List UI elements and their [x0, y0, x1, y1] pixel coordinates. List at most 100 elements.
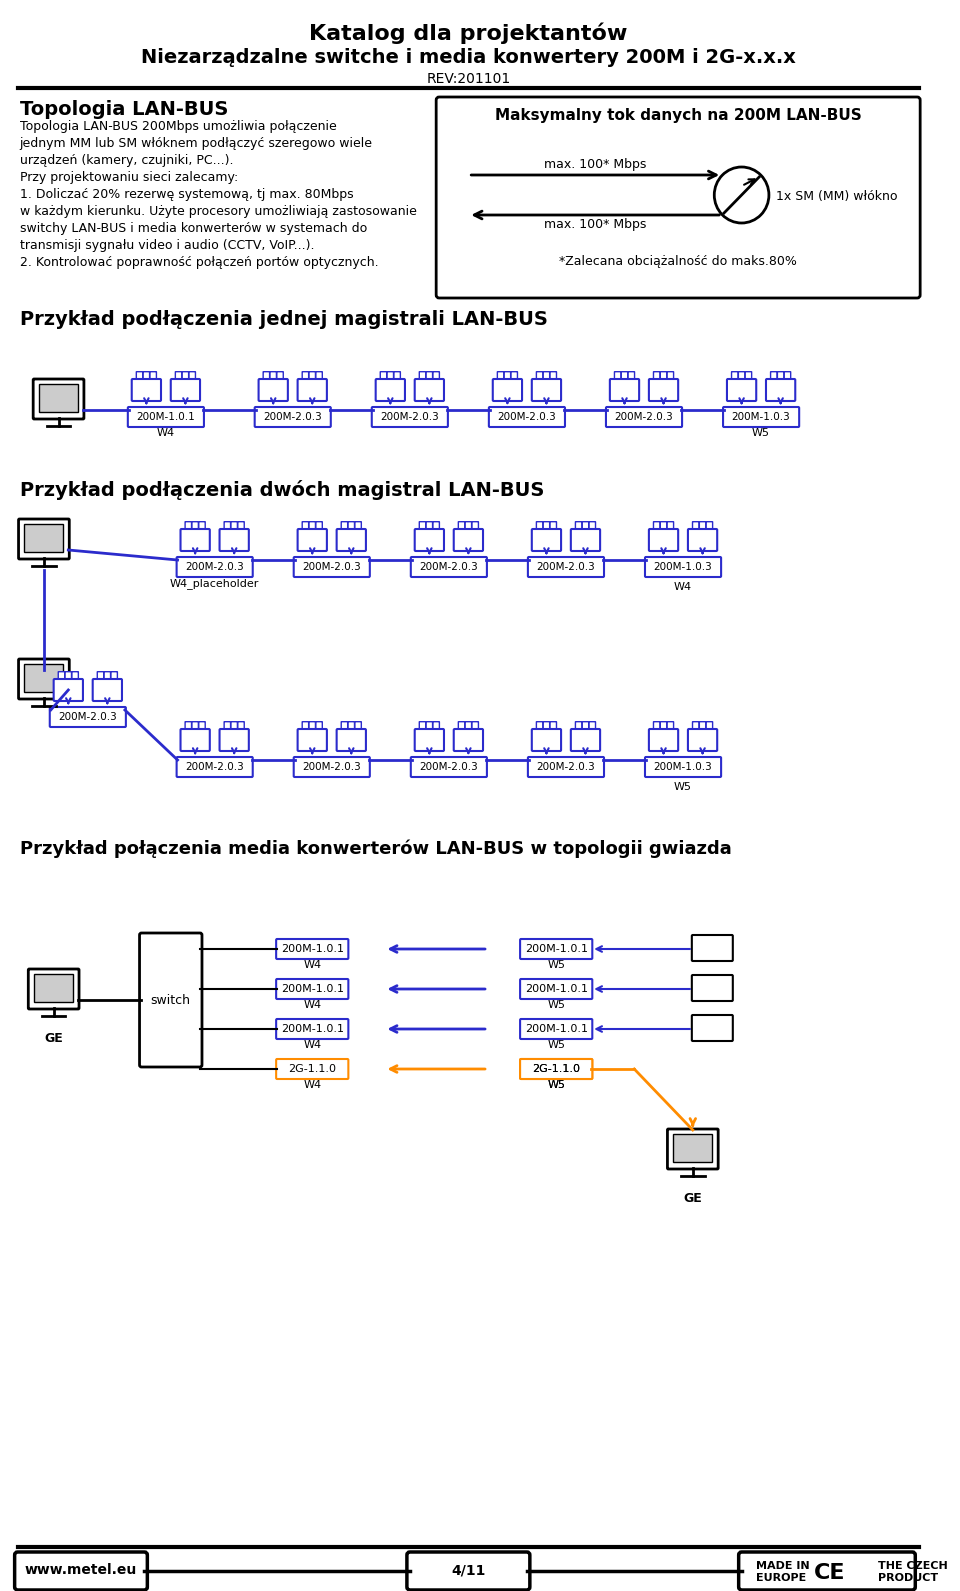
FancyBboxPatch shape	[692, 1015, 732, 1041]
FancyBboxPatch shape	[707, 722, 712, 729]
FancyBboxPatch shape	[415, 528, 444, 550]
FancyBboxPatch shape	[738, 372, 745, 379]
FancyBboxPatch shape	[571, 528, 600, 550]
Text: W4: W4	[303, 1080, 322, 1090]
FancyBboxPatch shape	[302, 372, 308, 379]
FancyBboxPatch shape	[732, 372, 738, 379]
FancyBboxPatch shape	[660, 372, 667, 379]
Text: 200M-2.0.3: 200M-2.0.3	[420, 762, 478, 772]
Text: Topologia LAN-BUS: Topologia LAN-BUS	[19, 100, 228, 119]
FancyBboxPatch shape	[771, 372, 777, 379]
FancyBboxPatch shape	[150, 372, 156, 379]
FancyBboxPatch shape	[185, 522, 192, 530]
FancyBboxPatch shape	[575, 722, 582, 729]
Text: 200M-1.0.3: 200M-1.0.3	[732, 412, 790, 422]
Text: 200M-2.0.3: 200M-2.0.3	[302, 762, 361, 772]
FancyBboxPatch shape	[276, 939, 348, 959]
FancyBboxPatch shape	[504, 372, 511, 379]
Text: 2. Kontrolować poprawność połączeń portów optycznych.: 2. Kontrolować poprawność połączeń portó…	[19, 256, 378, 269]
FancyBboxPatch shape	[65, 671, 72, 679]
FancyBboxPatch shape	[692, 936, 732, 961]
FancyBboxPatch shape	[454, 528, 483, 550]
FancyBboxPatch shape	[39, 383, 78, 412]
FancyBboxPatch shape	[18, 659, 69, 698]
FancyBboxPatch shape	[528, 557, 604, 578]
Text: Przy projektowaniu sieci zalecamy:: Przy projektowaniu sieci zalecamy:	[19, 170, 238, 185]
Text: 200M-2.0.3: 200M-2.0.3	[59, 713, 117, 722]
FancyBboxPatch shape	[375, 379, 405, 401]
FancyBboxPatch shape	[511, 372, 517, 379]
FancyBboxPatch shape	[532, 528, 561, 550]
FancyBboxPatch shape	[766, 379, 795, 401]
FancyBboxPatch shape	[348, 522, 354, 530]
FancyBboxPatch shape	[458, 722, 465, 729]
FancyBboxPatch shape	[387, 372, 394, 379]
FancyBboxPatch shape	[238, 522, 244, 530]
Text: 2G-1.1.0: 2G-1.1.0	[532, 1064, 580, 1074]
FancyBboxPatch shape	[543, 522, 550, 530]
FancyBboxPatch shape	[520, 1060, 592, 1079]
FancyBboxPatch shape	[415, 729, 444, 751]
FancyBboxPatch shape	[649, 528, 678, 550]
Text: max. 100* Mbps: max. 100* Mbps	[544, 158, 646, 170]
FancyBboxPatch shape	[738, 1551, 915, 1589]
Text: 2G-1.1.0: 2G-1.1.0	[532, 1064, 580, 1074]
Text: W5: W5	[547, 1080, 565, 1090]
FancyBboxPatch shape	[466, 722, 471, 729]
FancyBboxPatch shape	[550, 372, 557, 379]
FancyBboxPatch shape	[34, 379, 84, 418]
Text: 4/11: 4/11	[451, 1562, 486, 1577]
FancyBboxPatch shape	[436, 97, 921, 298]
Text: 200M-2.0.3: 200M-2.0.3	[263, 412, 323, 422]
FancyBboxPatch shape	[688, 729, 717, 751]
Text: W5: W5	[547, 1080, 565, 1090]
FancyBboxPatch shape	[420, 722, 425, 729]
FancyBboxPatch shape	[654, 372, 660, 379]
Text: 200M-1.0.1: 200M-1.0.1	[525, 1025, 588, 1034]
FancyBboxPatch shape	[294, 757, 370, 776]
Text: Maksymalny tok danych na 200M LAN-BUS: Maksymalny tok danych na 200M LAN-BUS	[494, 108, 861, 123]
FancyBboxPatch shape	[24, 523, 63, 552]
FancyBboxPatch shape	[54, 679, 83, 702]
FancyBboxPatch shape	[411, 557, 487, 578]
FancyBboxPatch shape	[220, 528, 249, 550]
FancyBboxPatch shape	[192, 722, 199, 729]
FancyBboxPatch shape	[660, 522, 667, 530]
FancyBboxPatch shape	[177, 557, 252, 578]
FancyBboxPatch shape	[723, 407, 799, 426]
FancyBboxPatch shape	[337, 528, 366, 550]
FancyBboxPatch shape	[270, 372, 276, 379]
Text: 200M-2.0.3: 200M-2.0.3	[302, 562, 361, 573]
FancyBboxPatch shape	[497, 372, 504, 379]
FancyBboxPatch shape	[355, 522, 361, 530]
FancyBboxPatch shape	[372, 407, 448, 426]
FancyBboxPatch shape	[532, 729, 561, 751]
FancyBboxPatch shape	[537, 522, 542, 530]
FancyBboxPatch shape	[180, 729, 210, 751]
FancyBboxPatch shape	[294, 557, 370, 578]
FancyBboxPatch shape	[276, 1060, 348, 1079]
FancyBboxPatch shape	[407, 1551, 530, 1589]
FancyBboxPatch shape	[654, 522, 660, 530]
Text: 200M-1.0.1: 200M-1.0.1	[280, 983, 344, 994]
Text: 200M-1.0.1: 200M-1.0.1	[525, 983, 588, 994]
FancyBboxPatch shape	[614, 372, 621, 379]
FancyBboxPatch shape	[433, 372, 440, 379]
FancyBboxPatch shape	[472, 722, 478, 729]
FancyBboxPatch shape	[18, 519, 69, 558]
Text: Niezarządzalne switche i media konwertery 200M i 2G-x.x.x: Niezarządzalne switche i media konwerter…	[141, 48, 796, 67]
FancyBboxPatch shape	[610, 379, 639, 401]
FancyBboxPatch shape	[276, 1018, 348, 1039]
FancyBboxPatch shape	[298, 729, 327, 751]
FancyBboxPatch shape	[426, 522, 433, 530]
FancyBboxPatch shape	[426, 372, 433, 379]
FancyBboxPatch shape	[606, 407, 682, 426]
FancyBboxPatch shape	[302, 522, 308, 530]
FancyBboxPatch shape	[341, 722, 348, 729]
FancyBboxPatch shape	[182, 372, 188, 379]
FancyBboxPatch shape	[520, 1018, 592, 1039]
Text: CE: CE	[814, 1562, 845, 1583]
FancyBboxPatch shape	[341, 522, 348, 530]
FancyBboxPatch shape	[176, 372, 181, 379]
Text: www.metel.eu: www.metel.eu	[25, 1562, 137, 1577]
